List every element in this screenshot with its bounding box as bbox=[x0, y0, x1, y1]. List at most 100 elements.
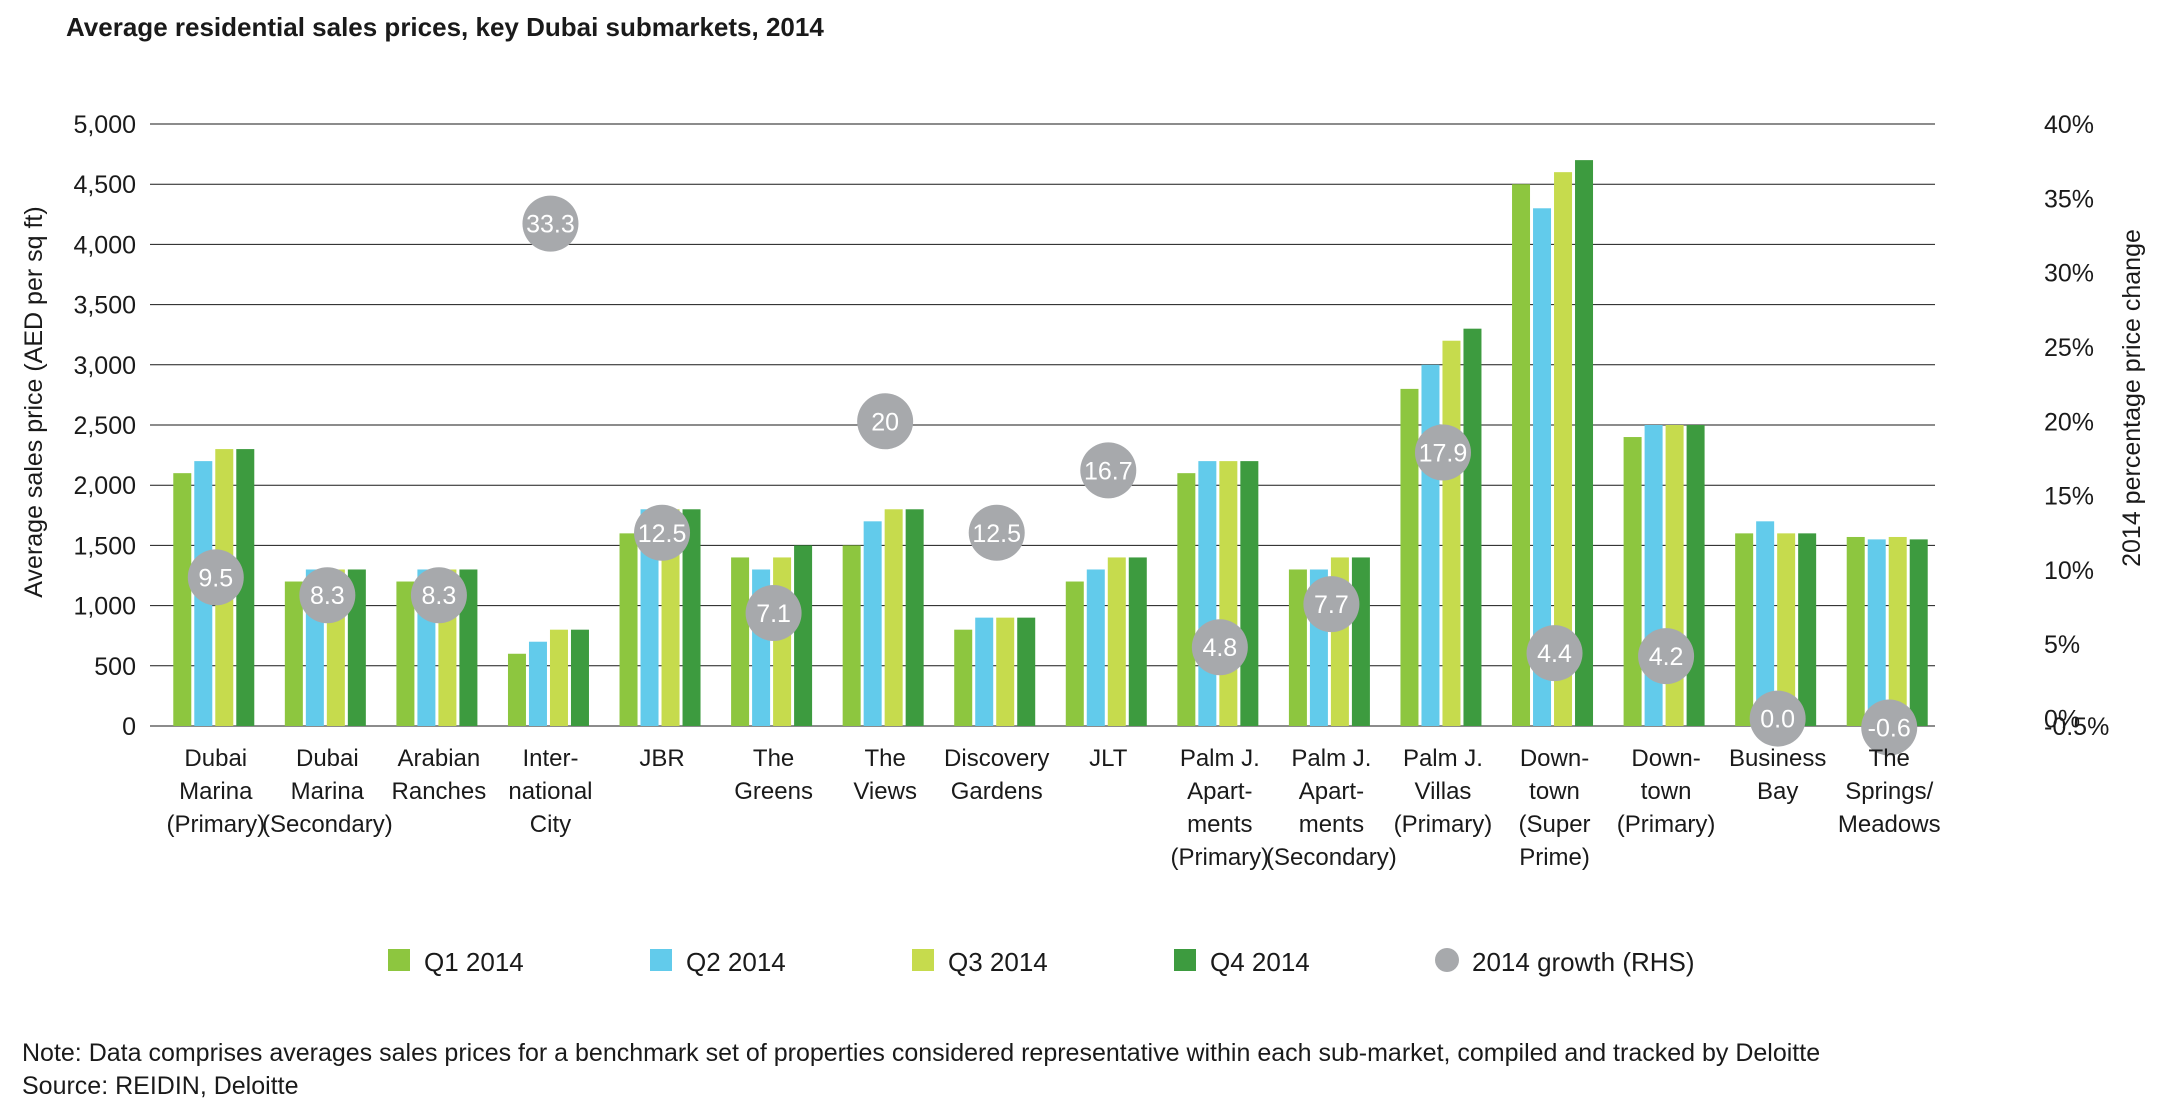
category-label-line: national bbox=[508, 778, 592, 805]
category-label: JBR bbox=[639, 745, 684, 772]
bar-q2-2014 bbox=[975, 617, 994, 726]
bar-q3-2014 bbox=[1107, 557, 1126, 726]
chart-canvas: 0 500 1,000 1,500 2,000 2,500 3,000 3,500 4,000 4… bbox=[20, 111, 2146, 977]
category-label: Discovery Gardens bbox=[944, 745, 1049, 805]
growth-marker bbox=[1638, 628, 1695, 685]
category-label-line: Business bbox=[1729, 745, 1826, 772]
category-label-line: (Primary) bbox=[1617, 811, 1716, 838]
bar-q1-2014 bbox=[1400, 388, 1419, 726]
bar-q1-2014 bbox=[954, 629, 973, 726]
footnote-source: Source: REIDIN, Deloitte bbox=[22, 1072, 299, 1100]
bar-q4-2014 bbox=[905, 509, 924, 726]
category-label-line: Down- bbox=[1520, 745, 1589, 772]
growth-label: 9.5 bbox=[198, 564, 233, 592]
y2-tick-label: 40% bbox=[2044, 111, 2094, 139]
y-tick-label: 1,500 bbox=[73, 532, 136, 560]
category-label-line: Bay bbox=[1757, 778, 1798, 805]
y-tick-label: 3,500 bbox=[73, 292, 136, 320]
category-label: Arabian Ranches bbox=[392, 745, 487, 805]
bar-q4-2014 bbox=[1351, 557, 1370, 726]
bar-q2-2014 bbox=[1533, 208, 1552, 726]
growth-label: 20 bbox=[871, 408, 899, 436]
bar-q3-2014 bbox=[996, 617, 1015, 726]
growth-label: -0.6 bbox=[1868, 714, 1911, 742]
growth-label: 8.3 bbox=[422, 582, 457, 610]
category-label-line: JBR bbox=[639, 745, 684, 772]
bar-q3-2014 bbox=[1777, 533, 1796, 726]
bar-q2-2014 bbox=[1867, 539, 1886, 726]
bar-q1-2014 bbox=[1846, 536, 1865, 726]
category-label-line: Views bbox=[853, 778, 917, 805]
bar-q4-2014 bbox=[682, 509, 701, 726]
legend-item: Q2 2014 bbox=[650, 947, 786, 977]
category-label-line: Apart- bbox=[1299, 778, 1364, 805]
bar-q4-2014 bbox=[1575, 160, 1594, 726]
bar-q3-2014 bbox=[1888, 536, 1907, 726]
category-label: Down-town (Primary) bbox=[1617, 745, 1716, 838]
category-label: Business Bay bbox=[1729, 745, 1826, 805]
legend-label: Q3 2014 bbox=[948, 947, 1048, 977]
category-label: Dubai Marina (Secondary) bbox=[262, 745, 393, 838]
growth-marker bbox=[857, 393, 914, 450]
y2-tick-label: 30% bbox=[2044, 260, 2094, 288]
category-label-line: (Primary) bbox=[166, 811, 265, 838]
category-label-line: Marina bbox=[291, 778, 365, 805]
growth-marker bbox=[522, 195, 579, 252]
category-label: JLT bbox=[1089, 745, 1128, 772]
bar-q4-2014 bbox=[1017, 617, 1036, 726]
category-label-line: Apart- bbox=[1187, 778, 1252, 805]
growth-marker bbox=[1861, 699, 1918, 756]
y2-tick-label: 20% bbox=[2044, 408, 2094, 436]
category-label-line: Meadows bbox=[1838, 811, 1941, 838]
bar-q3-2014 bbox=[1554, 172, 1573, 726]
growth-label: 17.9 bbox=[1419, 439, 1468, 467]
legend-item: Q3 2014 bbox=[912, 947, 1048, 977]
legend-label: Q1 2014 bbox=[424, 947, 524, 977]
growth-marker bbox=[634, 504, 691, 561]
category-label-line: Arabian bbox=[398, 745, 481, 772]
category-label: The Greens bbox=[734, 745, 813, 805]
category-label-line: Palm J. bbox=[1291, 745, 1371, 772]
category-label-line: (Primary) bbox=[1171, 844, 1270, 871]
bar-q4-2014 bbox=[1909, 539, 1928, 726]
category-label-line: Inter- bbox=[522, 745, 578, 772]
category-label: Palm J. Villas (Primary) bbox=[1394, 745, 1493, 838]
category-label-line: Palm J. bbox=[1180, 745, 1260, 772]
growth-label: 12.5 bbox=[972, 520, 1021, 548]
legend-item: Q1 2014 bbox=[388, 947, 524, 977]
bar-q4-2014 bbox=[1240, 461, 1259, 726]
growth-marker bbox=[299, 567, 356, 624]
y2-tick-label: 35% bbox=[2044, 185, 2094, 213]
bar-q3-2014 bbox=[549, 629, 568, 726]
growth-marker bbox=[1414, 424, 1471, 481]
bar-q2-2014 bbox=[640, 509, 659, 726]
y-axis-right-ticks: -0.5%0% 5% 10% 15% 20% 25% 30% 35% 40% bbox=[2044, 111, 2109, 741]
category-label: Down-town (Super Prime) bbox=[1519, 745, 1591, 871]
bar-q4-2014 bbox=[347, 569, 366, 726]
category-label-line: ments bbox=[1299, 811, 1364, 838]
y-tick-label: 0 bbox=[122, 713, 136, 741]
category-label: The Views bbox=[853, 745, 917, 805]
footnote: Note: Data comprises averages sales pric… bbox=[22, 1037, 1820, 1103]
legend-item: 2014 growth (RHS) bbox=[1435, 947, 1695, 977]
category-label-line: (Primary) bbox=[1394, 811, 1493, 838]
bar-q4-2014 bbox=[459, 569, 478, 726]
growth-marker bbox=[187, 549, 244, 606]
bar-q2-2014 bbox=[1198, 461, 1217, 726]
category-label-line: (Secondary) bbox=[262, 811, 393, 838]
legend-swatch bbox=[650, 949, 672, 971]
bar-q1-2014 bbox=[1065, 581, 1084, 726]
category-label-line: The bbox=[1869, 745, 1910, 772]
bar-q1-2014 bbox=[1512, 184, 1531, 726]
legend-label: Q4 2014 bbox=[1210, 947, 1310, 977]
growth-marker bbox=[968, 504, 1025, 561]
x-axis-categories: Dubai Marina (Primary) Dubai Marina (Secondar… bbox=[166, 745, 1940, 871]
y2-tick-label: 5% bbox=[2044, 631, 2080, 659]
bar-q2-2014 bbox=[528, 641, 547, 726]
y-axis-right-title: 2014 percentage price change bbox=[2118, 229, 2146, 567]
growth-marker bbox=[1191, 619, 1248, 676]
category-label-line: Springs/ bbox=[1845, 778, 1933, 805]
category-label-line: Villas bbox=[1415, 778, 1472, 805]
category-label-line: (Secondary) bbox=[1266, 844, 1397, 871]
legend: Q1 2014 Q2 2014 Q3 2014 Q4 2014 2014 growth … bbox=[388, 947, 1695, 977]
